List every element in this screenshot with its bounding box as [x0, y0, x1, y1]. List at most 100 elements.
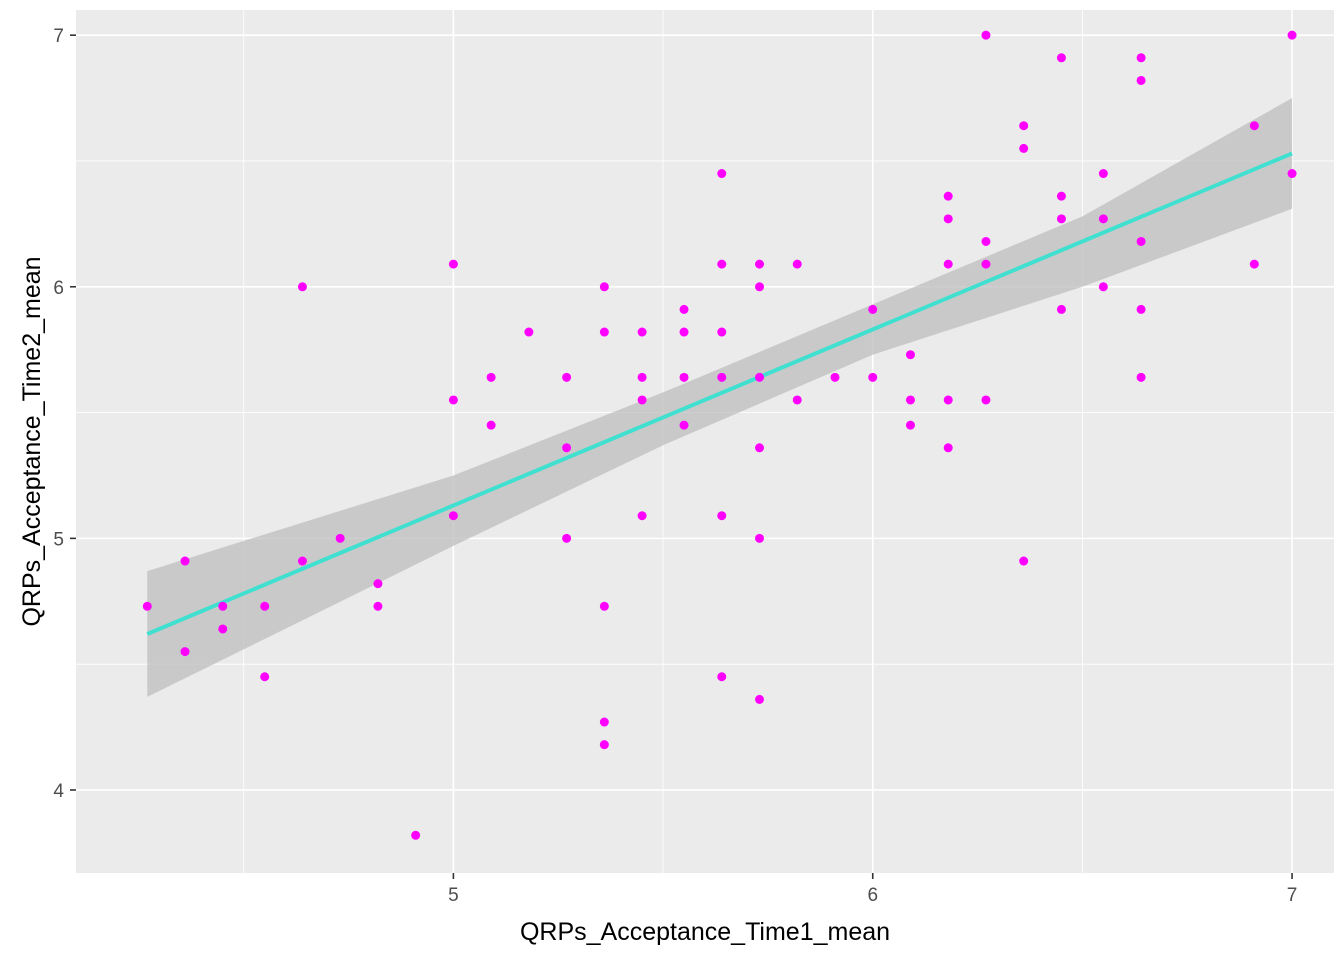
- data-point: [260, 601, 270, 611]
- data-point: [599, 327, 609, 337]
- data-point: [180, 556, 190, 566]
- data-point: [260, 672, 270, 682]
- data-point: [717, 372, 727, 382]
- data-point: [1019, 556, 1029, 566]
- data-point: [981, 395, 991, 405]
- data-point: [1056, 304, 1066, 314]
- data-point: [943, 395, 953, 405]
- axis-ticks: [70, 34, 1293, 879]
- data-point: [335, 533, 345, 543]
- data-point: [448, 511, 458, 521]
- data-point: [717, 327, 727, 337]
- data-point: [1056, 214, 1066, 224]
- data-point: [905, 350, 915, 360]
- confidence-band-layer: [147, 98, 1293, 697]
- data-point: [599, 740, 609, 750]
- data-point: [755, 259, 765, 269]
- data-point: [1056, 191, 1066, 201]
- data-point: [297, 556, 307, 566]
- y-tick-label: 4: [53, 781, 64, 802]
- x-axis-title: QRPs_Acceptance_Time1_mean: [520, 918, 890, 946]
- data-point: [905, 420, 915, 430]
- data-point: [486, 372, 496, 382]
- data-point: [717, 672, 727, 682]
- data-point: [1098, 169, 1108, 179]
- data-point: [679, 304, 689, 314]
- data-point: [1098, 214, 1108, 224]
- panel-background: [76, 10, 1334, 873]
- data-point: [1136, 372, 1146, 382]
- data-point: [599, 717, 609, 727]
- data-point: [1287, 169, 1297, 179]
- data-point: [1249, 121, 1259, 131]
- data-point: [1249, 259, 1259, 269]
- confidence-band: [147, 98, 1293, 697]
- data-point: [1098, 282, 1108, 292]
- fit-line-layer: [146, 151, 1293, 636]
- data-point: [1287, 30, 1297, 40]
- data-point: [637, 372, 647, 382]
- data-point: [717, 511, 727, 521]
- data-point: [905, 395, 915, 405]
- data-point: [943, 214, 953, 224]
- data-point: [562, 533, 572, 543]
- data-point: [717, 259, 727, 269]
- data-point: [755, 533, 765, 543]
- data-point: [981, 259, 991, 269]
- y-tick-label: 7: [53, 26, 64, 47]
- data-point: [562, 443, 572, 453]
- data-point: [868, 304, 878, 314]
- data-point: [524, 327, 534, 337]
- data-point: [1136, 236, 1146, 246]
- data-point: [755, 694, 765, 704]
- data-point: [637, 395, 647, 405]
- data-point: [792, 395, 802, 405]
- data-point: [868, 372, 878, 382]
- data-point: [599, 601, 609, 611]
- data-point: [218, 601, 228, 611]
- data-point: [448, 259, 458, 269]
- data-point: [1056, 53, 1066, 63]
- data-point: [1019, 143, 1029, 153]
- x-tick-label: 6: [867, 885, 878, 906]
- data-point: [755, 282, 765, 292]
- data-point: [1136, 304, 1146, 314]
- data-point: [717, 169, 727, 179]
- data-point: [679, 372, 689, 382]
- data-point: [1019, 121, 1029, 131]
- data-point: [679, 420, 689, 430]
- data-point: [943, 443, 953, 453]
- data-point: [599, 282, 609, 292]
- data-point: [373, 601, 383, 611]
- data-point: [981, 30, 991, 40]
- data-point: [180, 647, 190, 657]
- data-point: [755, 372, 765, 382]
- data-point: [297, 282, 307, 292]
- x-tick-label: 5: [448, 885, 459, 906]
- data-point: [486, 420, 496, 430]
- data-point: [792, 259, 802, 269]
- data-point: [679, 327, 689, 337]
- y-tick-label: 6: [53, 278, 64, 299]
- data-point: [981, 236, 991, 246]
- data-point: [1136, 75, 1146, 85]
- data-point: [142, 601, 152, 611]
- regression-line: [146, 151, 1293, 636]
- x-tick-label: 7: [1287, 885, 1298, 906]
- data-point: [448, 395, 458, 405]
- data-point: [1136, 53, 1146, 63]
- data-point: [373, 579, 383, 589]
- tick-labels: 5 6 7 4 5 6 7: [53, 26, 1297, 906]
- data-point: [943, 191, 953, 201]
- data-point: [637, 511, 647, 521]
- data-point: [637, 327, 647, 337]
- data-point: [755, 443, 765, 453]
- y-tick-label: 5: [53, 529, 64, 550]
- data-point: [411, 830, 421, 840]
- data-point: [943, 259, 953, 269]
- data-point: [218, 624, 228, 634]
- points-layer: [142, 30, 1297, 840]
- y-axis-title: QRPs_Acceptance_Time2_mean: [18, 256, 46, 626]
- data-point: [562, 372, 572, 382]
